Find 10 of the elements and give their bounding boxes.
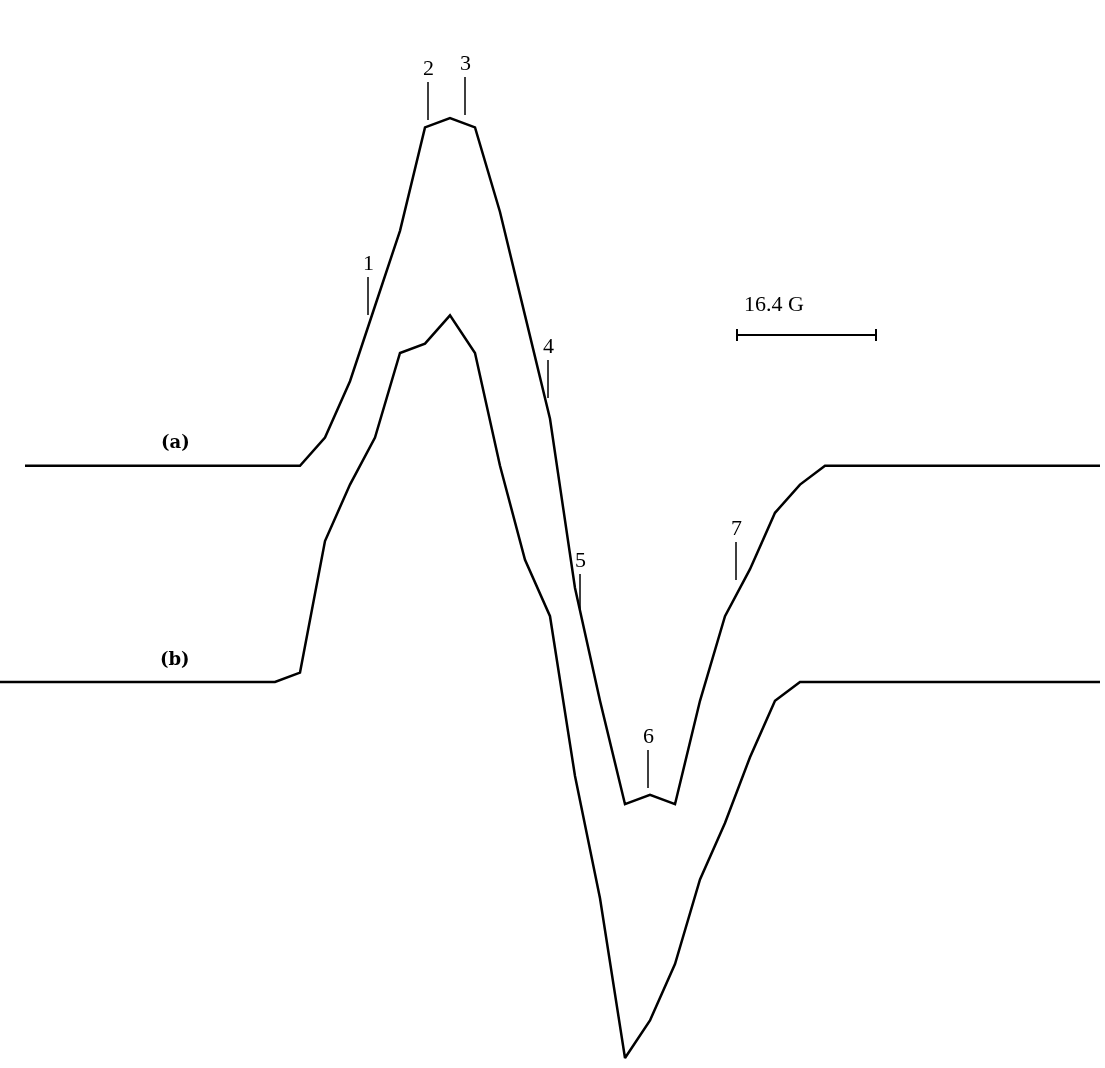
annotation: 1 [363,250,374,275]
annotation: 16.4 G [744,291,804,316]
annotation: 5 [575,547,586,572]
series-label: (b) [160,648,190,669]
series-label: (a) [161,431,190,452]
text: 3 [460,50,471,75]
annotation: 4 [543,333,554,358]
text: 2 [423,55,434,80]
annotation: 7 [731,515,742,540]
annotation: 6 [643,723,654,748]
